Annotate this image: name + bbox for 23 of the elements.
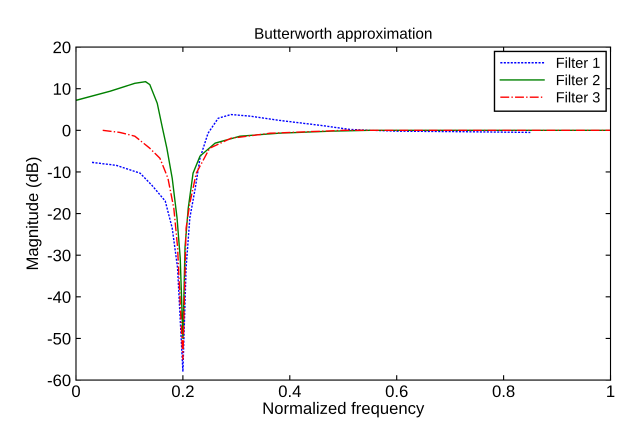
x-tick-label: 0.8 (492, 385, 514, 398)
x-tick-label: 0 (72, 385, 80, 398)
y-tick-label: -30 (48, 250, 70, 262)
line-series (91, 114, 532, 372)
x-tick-label: 0.4 (278, 385, 301, 398)
x-tick-label: 0.2 (172, 385, 194, 398)
y-tick-label: -60 (48, 374, 70, 386)
y-tick-label: -20 (48, 208, 70, 220)
y-tick-label: -50 (48, 332, 70, 345)
y-tick-label: 0 (62, 124, 70, 137)
legend-label: Filter 3 (556, 92, 600, 102)
y-tick-label: -40 (48, 291, 70, 304)
line-series (102, 130, 611, 360)
legend-label: Filter 2 (556, 74, 600, 86)
y-tick-label: 20 (53, 41, 70, 54)
y-axis-title: Magnitude (dB) (26, 158, 42, 270)
x-tick-label: 0.6 (386, 385, 408, 398)
y-tick-label: -10 (48, 166, 70, 178)
x-tick-label: 1 (607, 386, 614, 398)
x-axis-title: Normalized frequency (264, 402, 424, 418)
legend-label: Filter 1 (556, 57, 600, 68)
y-tick-label: 10 (54, 83, 70, 95)
chart-title: Butterworth approximation (255, 28, 432, 42)
